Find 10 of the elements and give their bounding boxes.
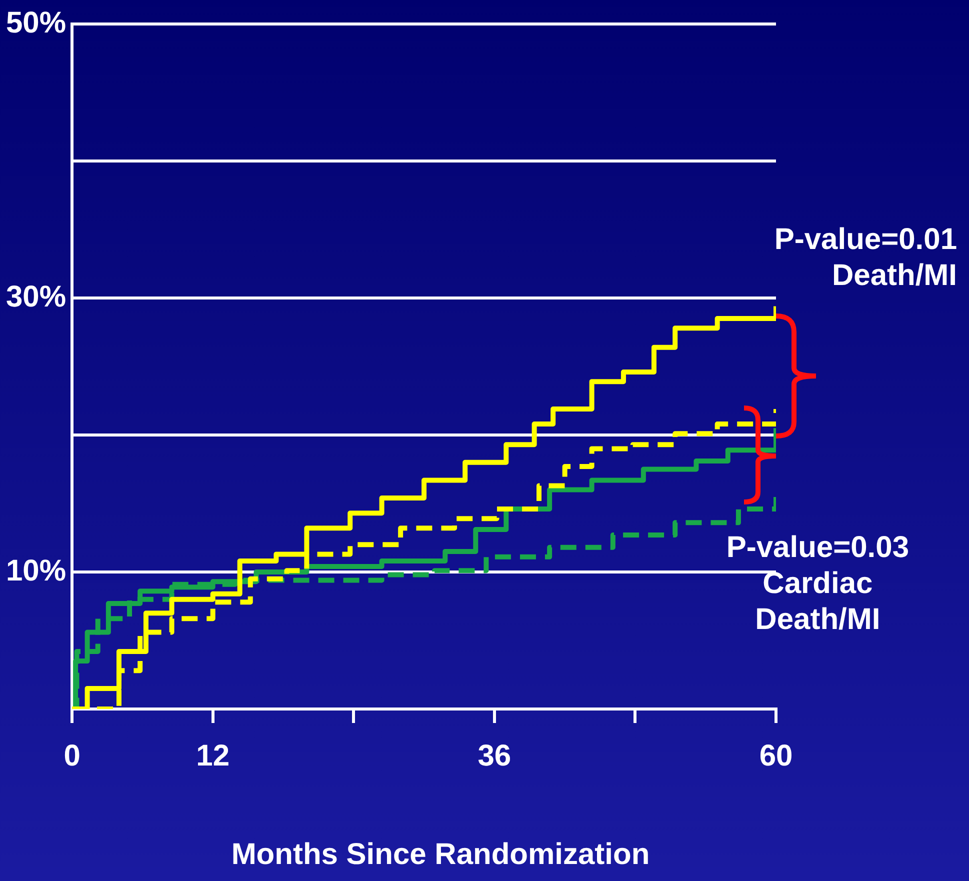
x-tick-label: 12 [196, 739, 230, 772]
y-tick-label: 50% [6, 6, 66, 40]
annotation: P-value=0.01 Death/MI [774, 222, 957, 294]
x-axis-title: Months Since Randomization [230, 838, 651, 872]
x-tick-label: 60 [759, 739, 793, 772]
y-tick-label: 10% [6, 554, 66, 588]
x-tick-label: 36 [478, 739, 512, 772]
annotation: P-value=0.03 Cardiac Death/MI [726, 530, 909, 638]
y-tick-label: 30% [6, 280, 66, 314]
x-tick-label: 0 [64, 739, 80, 772]
